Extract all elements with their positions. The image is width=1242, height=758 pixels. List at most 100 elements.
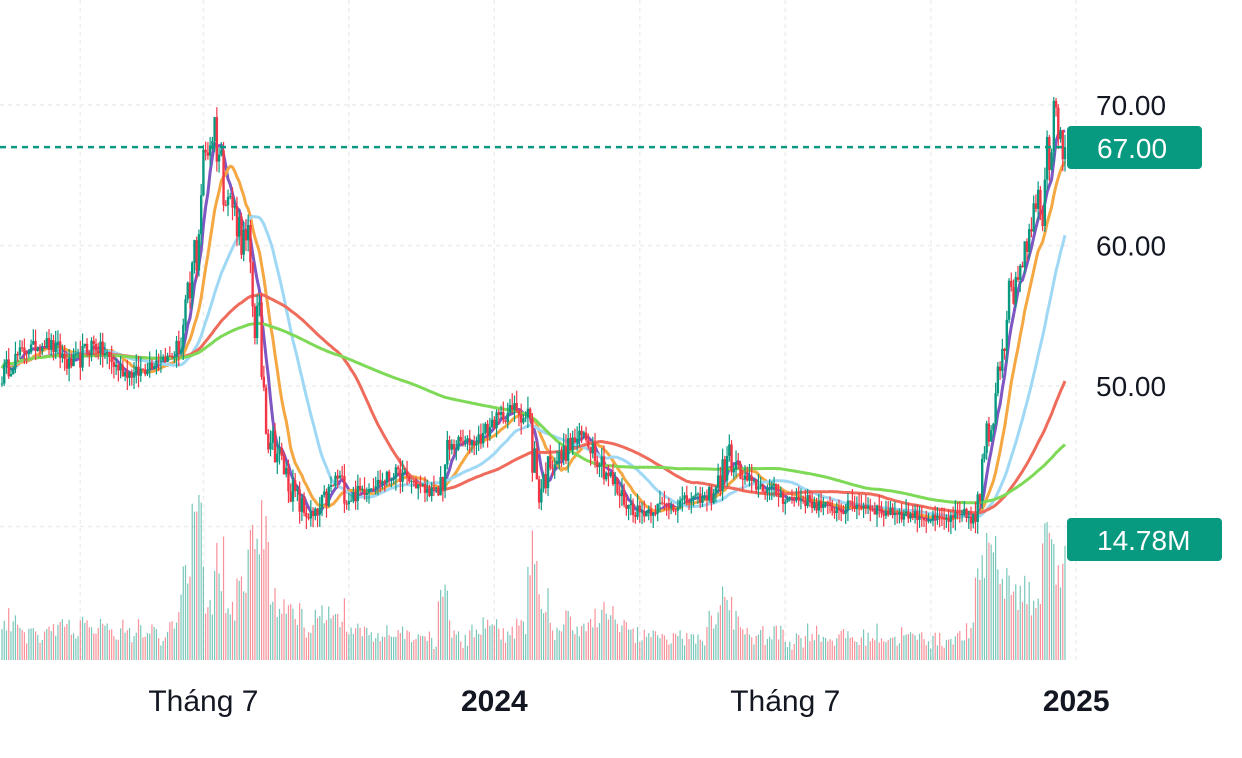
volume-bar (249, 529, 252, 660)
candle-body (343, 476, 346, 504)
candle-body (974, 514, 977, 522)
volume-bar (187, 583, 189, 660)
volume-bar (628, 629, 630, 660)
candle-body (828, 503, 832, 506)
candle-body (426, 489, 429, 493)
candle-body (777, 495, 780, 498)
time-axis[interactable]: Tháng 7 2024 Tháng 7 2025 (148, 685, 1109, 718)
candle-body (1054, 100, 1058, 108)
volume-bar (1019, 585, 1021, 660)
volume-bar (272, 601, 274, 660)
volume-bar (643, 629, 645, 660)
candle-body (678, 500, 682, 508)
volume-bar (905, 634, 907, 660)
price-axis[interactable]: 70.00 60.00 50.00 (1096, 90, 1166, 402)
candle-body (309, 511, 313, 519)
candle-body (808, 495, 812, 502)
volume-bar (961, 640, 963, 660)
volume-bar (164, 637, 166, 660)
volume-bar (348, 634, 350, 660)
candle-body (264, 387, 268, 434)
volume-bar (372, 641, 375, 660)
volume-bar (81, 616, 84, 660)
candle-body (551, 467, 554, 469)
candle-body (452, 444, 456, 450)
volume-bar (370, 632, 372, 660)
candle-body (636, 505, 639, 517)
candle-body (157, 360, 160, 362)
volume-bar (68, 619, 70, 660)
volume-bar (735, 610, 737, 660)
volume-bar (675, 633, 677, 660)
candle-body (537, 479, 541, 503)
candle-body (32, 341, 35, 345)
volume-bar (59, 621, 61, 660)
candle-body (450, 444, 454, 450)
volume-bar (377, 633, 379, 660)
candle-body (52, 340, 55, 353)
candle-body (741, 478, 744, 480)
candle-body (495, 412, 498, 429)
candle-body (81, 345, 84, 368)
volume-bar (963, 640, 965, 660)
volume-bar (475, 629, 478, 660)
volume-bar (1046, 522, 1048, 660)
volume-bar (856, 641, 858, 660)
volume-bar (768, 636, 771, 660)
volume-bar (301, 608, 303, 660)
volume-bar (1003, 598, 1006, 660)
candle-body (526, 408, 530, 418)
candle-body (340, 475, 344, 477)
candle-body (293, 480, 297, 492)
candle-body (347, 501, 351, 505)
ma-line-4 (0, 292, 1067, 515)
volume-bar (180, 594, 182, 660)
candle-body (385, 471, 389, 483)
candle-body (204, 149, 207, 153)
candle-body (922, 517, 926, 521)
volume-bar (502, 628, 504, 660)
volume-bar (948, 639, 950, 660)
candle-body (625, 504, 628, 509)
volume-bar (970, 628, 972, 660)
volume-bar (218, 573, 220, 660)
candle-body (649, 509, 653, 516)
candle-body (703, 496, 706, 498)
candle-body (598, 464, 601, 468)
candle-body (631, 503, 635, 516)
volume-bar (549, 622, 551, 660)
candle-body (320, 494, 324, 508)
volume-bar (1021, 601, 1024, 660)
volume-bar (892, 637, 894, 660)
candle-body (25, 353, 28, 355)
candle-body (173, 356, 176, 358)
volume-bar (522, 621, 525, 660)
volume-bar (789, 641, 791, 660)
candle-body (1016, 277, 1020, 280)
candle-body (11, 368, 15, 375)
volume-bar (1017, 609, 1019, 660)
volume-bar (860, 637, 862, 660)
volume-bar (184, 565, 187, 660)
volume-bar (440, 589, 442, 660)
candle-body (443, 464, 447, 490)
candle-body (132, 372, 136, 378)
volume-bar (941, 645, 943, 660)
volume-bar (686, 632, 688, 660)
volume-bar (106, 623, 108, 660)
candle-body (582, 432, 586, 435)
candle-body (947, 517, 950, 522)
candle-body (466, 438, 469, 441)
candle-body (5, 359, 8, 365)
candle-body (965, 508, 968, 519)
candle-body (710, 487, 713, 503)
volume-bar (17, 624, 19, 660)
candle-body (750, 476, 753, 481)
volume-bar (612, 606, 614, 660)
volume-bar (840, 630, 842, 660)
volume-bar (41, 639, 43, 660)
candle-body (193, 240, 196, 263)
volume-bar (672, 633, 674, 660)
candle-body (255, 305, 259, 339)
